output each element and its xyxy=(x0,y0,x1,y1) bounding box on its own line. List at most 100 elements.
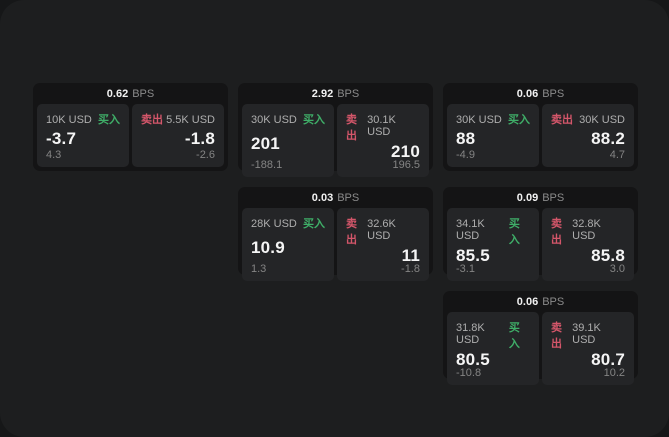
sell-amount: 5.5K USD xyxy=(166,114,215,126)
buy-label: 买入 xyxy=(303,218,325,230)
buy-panel-header: 10K USD 买入 xyxy=(46,111,120,127)
card-header: 0.06 BPS xyxy=(447,291,634,312)
sell-sub-value: -1.8 xyxy=(401,263,420,275)
sell-amount: 30.1K USD xyxy=(367,114,396,138)
buy-panel-header: 28K USD 买入 xyxy=(251,215,325,231)
buy-sub-value: -3.1 xyxy=(456,263,475,275)
buy-price: 85.5 xyxy=(456,246,490,265)
bps-unit-label: BPS xyxy=(337,191,360,204)
buy-sub-value: -188.1 xyxy=(251,159,283,171)
sell-panel-header: 卖出 32.8K USD xyxy=(551,215,625,247)
buy-sub-value: -10.8 xyxy=(456,367,482,379)
sell-amount: 30K USD xyxy=(579,114,625,126)
sell-panel[interactable]: 卖出 30.1K USD 210 196.5 xyxy=(337,104,429,177)
sell-sub-value: 4.7 xyxy=(609,149,625,161)
buy-panel-header: 31.8K USD 买入 xyxy=(456,319,530,351)
buy-panel-header: 34.1K USD 买入 xyxy=(456,215,530,247)
buy-label: 买入 xyxy=(508,114,530,126)
buy-price: 201 xyxy=(251,134,280,153)
sell-panel-header: 卖出 30K USD xyxy=(551,111,625,127)
buy-sell-panels: 30K USD 买入 88 -4.9 卖出 30K USD 88.2 4.7 xyxy=(447,104,634,167)
buy-panel[interactable]: 34.1K USD 买入 85.5 -3.1 xyxy=(447,208,539,281)
bps-value: 0.62 xyxy=(106,87,129,100)
sell-panel-header: 卖出 39.1K USD xyxy=(551,319,625,351)
card-header: 0.06 BPS xyxy=(447,83,634,104)
sell-panel[interactable]: 卖出 32.8K USD 85.8 3.0 xyxy=(542,208,634,281)
quote-card: 0.03 BPS 28K USD 买入 10.9 1.3 卖出 32.6K US… xyxy=(238,187,433,281)
buy-sell-panels: 30K USD 买入 201 -188.1 卖出 30.1K USD 210 1… xyxy=(242,104,429,177)
quote-card: 2.92 BPS 30K USD 买入 201 -188.1 卖出 30.1K … xyxy=(238,83,433,177)
bps-value: 0.06 xyxy=(516,295,539,308)
buy-label: 买入 xyxy=(98,114,120,126)
bps-unit-label: BPS xyxy=(542,191,565,204)
sell-price: 80.7 xyxy=(591,350,625,369)
sell-amount: 39.1K USD xyxy=(572,322,601,346)
bps-value: 0.06 xyxy=(516,87,539,100)
buy-sell-panels: 31.8K USD 买入 80.5 -10.8 卖出 39.1K USD 80.… xyxy=(447,312,634,385)
buy-sub-value: -4.9 xyxy=(456,149,475,161)
buy-amount: 31.8K USD xyxy=(456,322,485,346)
buy-price: 10.9 xyxy=(251,238,285,257)
bps-value: 2.92 xyxy=(311,87,334,100)
buy-panel[interactable]: 30K USD 买入 88 -4.9 xyxy=(447,104,539,167)
buy-sell-panels: 34.1K USD 买入 85.5 -3.1 卖出 32.8K USD 85.8… xyxy=(447,208,634,281)
sell-panel-header: 卖出 30.1K USD xyxy=(346,111,420,143)
buy-panel-header: 30K USD 买入 xyxy=(251,111,325,127)
buy-label: 买入 xyxy=(508,322,520,350)
buy-price: 88 xyxy=(456,129,476,148)
buy-sub-value: 1.3 xyxy=(251,263,267,275)
buy-panel[interactable]: 10K USD 买入 -3.7 4.3 xyxy=(37,104,129,167)
sell-price: 11 xyxy=(401,246,420,265)
bps-value: 0.09 xyxy=(516,191,539,204)
sell-price: -1.8 xyxy=(184,129,215,148)
bps-unit-label: BPS xyxy=(132,87,155,100)
buy-price: 80.5 xyxy=(456,350,490,369)
sell-panel-header: 卖出 32.6K USD xyxy=(346,215,420,247)
buy-amount: 28K USD xyxy=(251,218,297,230)
sell-price: 88.2 xyxy=(591,129,625,148)
sell-sub-value: 196.5 xyxy=(392,159,420,171)
buy-panel[interactable]: 31.8K USD 买入 80.5 -10.8 xyxy=(447,312,539,385)
quote-card: 0.62 BPS 10K USD 买入 -3.7 4.3 卖出 5.5K USD… xyxy=(33,83,228,171)
sell-price: 210 xyxy=(391,142,420,161)
bps-value: 0.03 xyxy=(311,191,334,204)
sell-label: 卖出 xyxy=(346,218,357,246)
bps-unit-label: BPS xyxy=(337,87,360,100)
buy-amount: 10K USD xyxy=(46,114,92,126)
sell-amount: 32.8K USD xyxy=(572,218,601,242)
card-header: 2.92 BPS xyxy=(242,83,429,104)
sell-panel[interactable]: 卖出 30K USD 88.2 4.7 xyxy=(542,104,634,167)
buy-amount: 30K USD xyxy=(456,114,502,126)
sell-panel-header: 卖出 5.5K USD xyxy=(141,111,215,127)
buy-price: -3.7 xyxy=(46,129,77,148)
sell-panel[interactable]: 卖出 39.1K USD 80.7 10.2 xyxy=(542,312,634,385)
buy-panel-header: 30K USD 买入 xyxy=(456,111,530,127)
buy-label: 买入 xyxy=(508,218,520,246)
sell-label: 卖出 xyxy=(551,114,573,126)
sell-label: 卖出 xyxy=(551,322,562,350)
card-header: 0.09 BPS xyxy=(447,187,634,208)
sell-label: 卖出 xyxy=(551,218,562,246)
bps-unit-label: BPS xyxy=(542,87,565,100)
sell-sub-value: -2.6 xyxy=(196,149,215,161)
sell-price: 85.8 xyxy=(591,246,625,265)
card-header: 0.62 BPS xyxy=(37,83,224,104)
buy-sub-value: 4.3 xyxy=(46,149,62,161)
buy-amount: 34.1K USD xyxy=(456,218,485,242)
sell-label: 卖出 xyxy=(346,114,357,142)
buy-sell-panels: 28K USD 买入 10.9 1.3 卖出 32.6K USD 11 -1.8 xyxy=(242,208,429,281)
sell-panel[interactable]: 卖出 5.5K USD -1.8 -2.6 xyxy=(132,104,224,167)
buy-panel[interactable]: 28K USD 买入 10.9 1.3 xyxy=(242,208,334,281)
sell-sub-value: 10.2 xyxy=(603,367,625,379)
sell-label: 卖出 xyxy=(141,114,163,126)
bps-unit-label: BPS xyxy=(542,295,565,308)
buy-panel[interactable]: 30K USD 买入 201 -188.1 xyxy=(242,104,334,177)
sell-panel[interactable]: 卖出 32.6K USD 11 -1.8 xyxy=(337,208,429,281)
sell-amount: 32.6K USD xyxy=(367,218,396,242)
card-header: 0.03 BPS xyxy=(242,187,429,208)
sell-sub-value: 3.0 xyxy=(609,263,625,275)
quote-card: 0.09 BPS 34.1K USD 买入 85.5 -3.1 卖出 32.8K… xyxy=(443,187,638,281)
buy-amount: 30K USD xyxy=(251,114,297,126)
